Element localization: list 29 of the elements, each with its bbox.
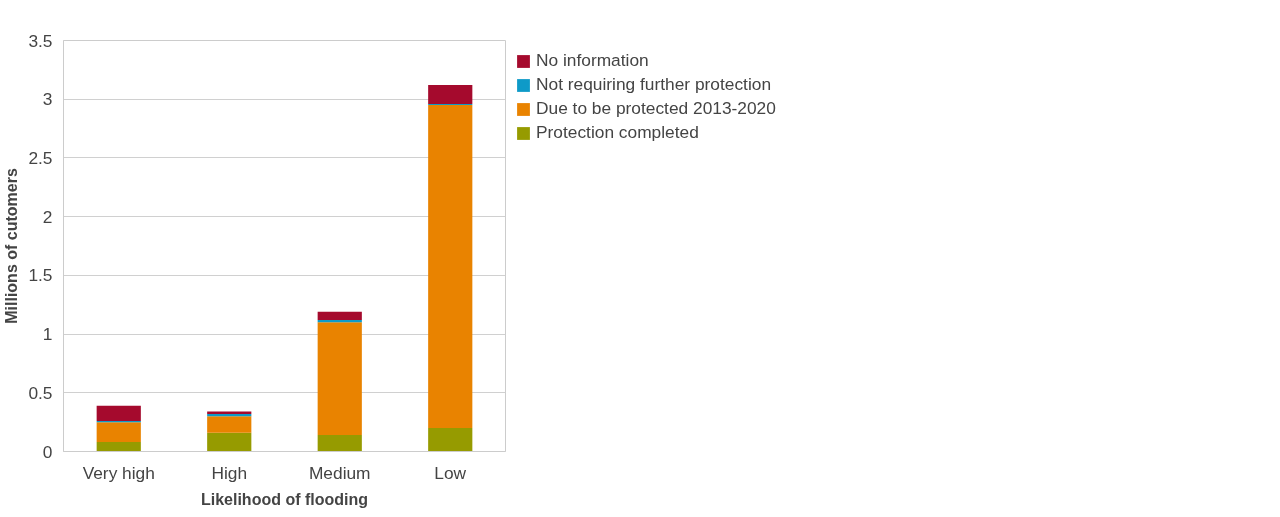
bar: [428, 105, 473, 429]
y-axis-title: Millions of cutomers: [3, 168, 21, 324]
legend-label: Due to be protected 2013-2020: [536, 98, 776, 119]
bar: [96, 442, 141, 452]
bar: [428, 428, 473, 452]
bar: [96, 405, 141, 421]
y-tick-label: 2.5: [28, 147, 53, 168]
y-tick-label: 3: [42, 89, 53, 110]
y-tick-label: 2: [42, 206, 53, 227]
legend-label: Protection completed: [536, 122, 699, 143]
legend-label: No information: [536, 50, 649, 71]
x-axis-title: Likelihood of flooding: [200, 490, 369, 508]
bar: [207, 416, 252, 433]
bar: [317, 322, 362, 436]
y-tick-label: 3.5: [28, 30, 53, 51]
legend-label: Not requiring further protection: [536, 74, 772, 95]
y-tick-label: 1.5: [28, 265, 53, 286]
y-tick-label: 0: [42, 441, 53, 462]
bar: [96, 422, 141, 443]
x-tick-label: High: [211, 462, 248, 483]
y-tick-label: 0.5: [28, 382, 53, 403]
bar: [317, 311, 362, 320]
x-tick-label: Medium: [308, 462, 371, 483]
bar: [317, 435, 362, 452]
y-tick-label: 1: [42, 324, 53, 345]
bar: [428, 85, 473, 104]
bar: [207, 432, 252, 452]
x-tick-label: Low: [434, 462, 467, 483]
x-tick-label: Very high: [82, 462, 155, 483]
